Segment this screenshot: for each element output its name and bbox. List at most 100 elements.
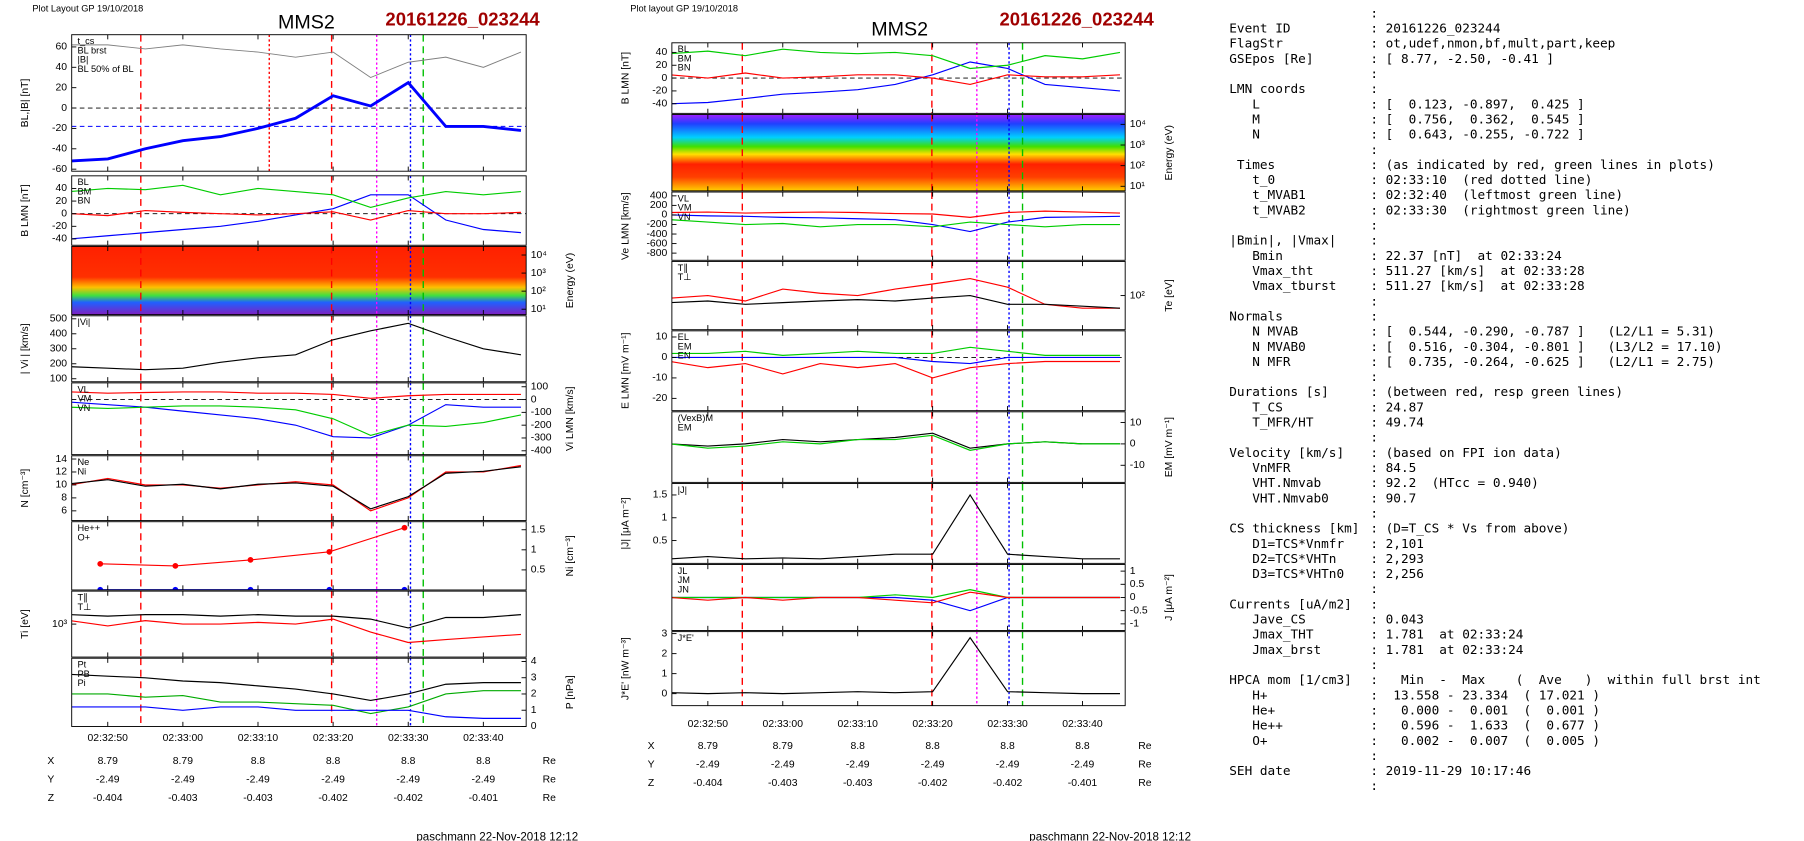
legend-entry: BL	[77, 177, 88, 187]
position-value: -0.402	[918, 778, 948, 789]
panel	[671, 483, 1120, 564]
info-value: : 20161226_023244	[1370, 21, 1500, 36]
position-value: 8.8	[401, 756, 416, 767]
position-value: -2.49	[771, 759, 795, 770]
info-value: :	[1370, 5, 1378, 20]
series-line	[671, 48, 1121, 70]
y-axis-label: Energy (eV)	[1164, 125, 1175, 180]
info-label: L	[1229, 96, 1260, 111]
info-value: : [ 0.544, -0.290, -0.787 ] (L2/L1 = 5.3…	[1370, 324, 1715, 339]
info-label: Jmax_brst	[1229, 642, 1321, 657]
panel	[671, 330, 1126, 411]
legend-entry: BL brst	[77, 45, 106, 55]
footer: paschmann 22-Nov-2018 12:12	[416, 832, 578, 841]
y-tick-label: -600	[646, 238, 667, 249]
legend-entry: VM	[678, 203, 692, 213]
info-label: CS thickness [km]	[1229, 521, 1359, 536]
position-value: -2.49	[996, 759, 1020, 770]
y-tick-label: 40	[656, 47, 668, 58]
y-tick-label: -40	[52, 144, 67, 155]
legend-entry: BL 50% of BL	[77, 64, 133, 74]
info-value: : [ 0.516, -0.304, -0.801 ] (L3/L2 = 17.…	[1370, 339, 1722, 354]
legend-entry: JM	[678, 575, 690, 585]
series-line	[71, 706, 521, 719]
figure-title: MMS2	[278, 11, 335, 33]
y-tick-label: 10	[56, 480, 68, 491]
y-tick-label: 1	[1130, 566, 1136, 577]
point	[401, 524, 408, 531]
y-axis-label: P [nPa]	[565, 675, 576, 709]
x-tick-label: 02:33:00	[763, 719, 804, 730]
y-tick-label: 6	[61, 506, 67, 517]
x-tick-label: 02:32:50	[688, 719, 729, 730]
legend-entry: T⊥	[678, 272, 692, 282]
position-value: 8.8	[925, 741, 940, 752]
y-tick-label: 1	[531, 545, 537, 556]
y-tick-label: 10¹	[1130, 181, 1146, 192]
y-tick-label: -10	[1130, 460, 1145, 471]
info-label: He+	[1229, 702, 1275, 717]
panel-frame	[71, 245, 527, 316]
y-tick-label: 500	[50, 314, 68, 325]
y-tick-label: 10⁴	[531, 250, 547, 261]
y-tick-label: 10⁴	[1130, 119, 1146, 130]
info-label: Jave_CS	[1229, 612, 1306, 627]
y-axis-label: Ni [cm⁻³]	[565, 535, 576, 576]
y-axis-label: B LMN [nT]	[20, 184, 31, 237]
y-tick-label: 0	[661, 352, 667, 363]
info-value: : 90.7	[1370, 490, 1416, 505]
y-tick-label: 3	[531, 672, 537, 683]
position-value: -2.49	[96, 774, 120, 785]
y-tick-label: 1	[531, 705, 537, 716]
position-value: -0.404	[693, 778, 723, 789]
series-line	[671, 356, 1120, 365]
y-tick-label: 10²	[1130, 160, 1146, 171]
position-unit: Re	[543, 793, 557, 804]
position-label: Y	[648, 759, 655, 770]
y-tick-label: 0	[531, 394, 537, 405]
legend-entry: |J|	[678, 485, 687, 495]
info-value: :	[1370, 657, 1378, 672]
info-label: N MVAB0	[1229, 339, 1306, 354]
y-tick-label: 40	[56, 183, 68, 194]
position-unit: Re	[1138, 741, 1152, 752]
legend-entry: PB	[77, 669, 89, 679]
panel-frame	[671, 260, 1126, 331]
spectrogram	[71, 246, 527, 315]
position-value: -2.49	[472, 774, 496, 785]
legend-entry: He++	[77, 523, 100, 533]
panel	[671, 631, 1120, 706]
info-label: H+	[1229, 687, 1268, 702]
y-tick-label: -800	[646, 248, 667, 259]
panel-frame	[71, 521, 527, 591]
point	[97, 560, 104, 567]
position-unit: Re	[1138, 778, 1152, 789]
y-tick-label: 200	[50, 359, 68, 370]
series-line	[671, 360, 1120, 379]
info-label: FlagStr	[1229, 36, 1283, 51]
panel-frame	[71, 455, 527, 522]
info-value: :	[1370, 293, 1378, 308]
y-axis-label: J*E' [nW m⁻³]	[620, 637, 631, 700]
info-label: Jmax_THT	[1229, 627, 1314, 642]
info-label: T_MFR/HT	[1229, 415, 1314, 430]
y-tick-label: 10²	[531, 286, 547, 297]
series-line	[671, 61, 1121, 105]
y-axis-label: N [cm⁻³]	[20, 469, 31, 508]
panel	[71, 175, 527, 246]
point	[401, 586, 408, 590]
legend-entry: Pt	[77, 660, 86, 670]
panel	[671, 114, 1126, 191]
y-tick-label: 2	[661, 648, 667, 659]
point	[172, 586, 179, 590]
legend-entry: O+	[77, 532, 90, 542]
y-tick-label: 400	[650, 191, 668, 202]
series-line	[671, 210, 1120, 218]
info-value: :	[1370, 778, 1378, 793]
info-value: : 1.781 at 02:33:24	[1370, 627, 1523, 642]
panel	[671, 192, 1120, 261]
series-line	[71, 391, 521, 399]
info-value: : [ 0.643, -0.255, -0.722 ]	[1370, 127, 1584, 142]
point	[97, 586, 104, 590]
info-label: N MVAB	[1229, 324, 1298, 339]
